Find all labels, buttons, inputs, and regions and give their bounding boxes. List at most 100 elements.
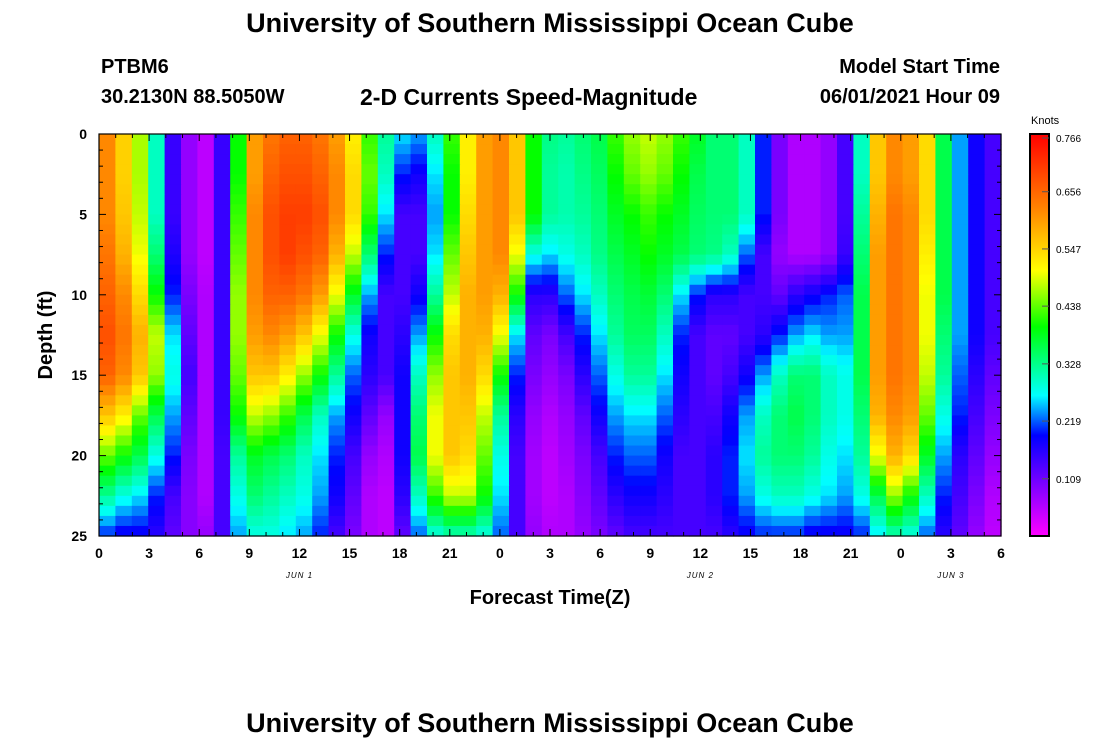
heatmap-cell (804, 335, 822, 346)
heatmap-cell (591, 415, 608, 427)
heatmap-cell (164, 515, 182, 527)
heatmap-cell (115, 505, 133, 517)
heatmap-cell (869, 154, 887, 165)
heatmap-cell (345, 335, 362, 346)
heatmap-cell (328, 134, 346, 145)
heatmap-cell (919, 365, 936, 376)
heatmap-cell (869, 164, 887, 175)
heatmap-cell (394, 274, 412, 286)
heatmap-cell (804, 525, 822, 537)
heatmap-cell (738, 495, 756, 507)
heatmap-cell (279, 495, 297, 507)
heatmap-cell (968, 405, 986, 416)
heatmap-cell (328, 495, 346, 507)
heatmap-cell (968, 214, 986, 226)
heatmap-cell (459, 224, 477, 236)
heatmap-cell (673, 194, 690, 205)
heatmap-cell (181, 395, 198, 406)
heatmap-cell (574, 375, 592, 386)
heatmap-cell (213, 355, 231, 366)
heatmap-cell (131, 455, 149, 467)
heatmap-cell (295, 214, 313, 226)
heatmap-cell (377, 164, 395, 175)
heatmap-cell (902, 525, 920, 537)
heatmap-cell (115, 244, 133, 256)
heatmap-cell (410, 324, 428, 336)
heatmap-cell (99, 345, 116, 356)
heatmap-cell (968, 485, 986, 497)
heatmap-cell (919, 475, 936, 487)
heatmap-cell (771, 204, 789, 215)
heatmap-cell (476, 214, 494, 226)
heatmap-cell (607, 385, 625, 396)
heatmap-cell (246, 324, 264, 336)
heatmap-cell (377, 174, 395, 185)
heatmap-cell (279, 144, 297, 155)
x-tick-label: 12 (693, 545, 709, 561)
heatmap-cell (771, 395, 789, 406)
heatmap-cell (99, 455, 116, 467)
heatmap-cell (787, 375, 805, 386)
heatmap-cell (673, 304, 690, 316)
heatmap-cell (984, 425, 1002, 437)
heatmap-cell (394, 204, 412, 215)
heatmap-cell (181, 304, 198, 316)
heatmap-cell (230, 204, 248, 215)
heatmap-cell (623, 204, 641, 215)
heatmap-cell (181, 144, 198, 155)
heatmap-cell (410, 224, 428, 236)
heatmap-cell (197, 304, 215, 316)
heatmap-cell (640, 294, 658, 306)
heatmap-cell (295, 304, 313, 316)
heatmap-cell (361, 274, 379, 286)
heatmap-cell (705, 214, 723, 226)
heatmap-cell (591, 345, 608, 356)
heatmap-cell (525, 525, 543, 537)
page-title: University of Southern Mississippi Ocean… (246, 8, 854, 38)
heatmap-cell (263, 194, 280, 205)
heatmap-cell (820, 304, 838, 316)
heatmap-cell (935, 144, 953, 155)
heatmap-cell (295, 264, 313, 276)
heatmap-cell (607, 465, 625, 477)
heatmap-cell (853, 224, 871, 236)
heatmap-cell (968, 495, 986, 507)
heatmap-cell (181, 355, 198, 366)
heatmap-cell (771, 214, 789, 226)
heatmap-cell (246, 234, 264, 246)
heatmap-cell (738, 415, 756, 427)
heatmap-cell (541, 294, 559, 306)
heatmap-cell (181, 515, 198, 527)
heatmap-cell (443, 274, 461, 286)
heatmap-cell (771, 254, 789, 266)
heatmap-cell (656, 405, 674, 416)
heatmap-cell (656, 445, 674, 457)
heatmap-cell (164, 294, 182, 306)
heatmap-cell (722, 284, 740, 296)
heatmap-cell (591, 445, 608, 457)
heatmap-cell (131, 244, 149, 256)
heatmap-cell (853, 174, 871, 185)
heatmap-cell (886, 355, 904, 366)
heatmap-cell (804, 204, 822, 215)
heatmap-cell (295, 254, 313, 266)
date-labels: JUN 1 JUN 2 JUN 3 (285, 571, 964, 580)
heatmap-cell (689, 415, 707, 427)
y-tick-label: 15 (71, 367, 87, 383)
x-tick-label: 21 (843, 545, 859, 561)
heatmap-cell (295, 355, 313, 366)
heatmap-cell (656, 375, 674, 386)
heatmap-cell (919, 284, 936, 296)
heatmap-cell (312, 164, 330, 175)
heatmap-cell (345, 485, 362, 497)
heatmap-cell (181, 254, 198, 266)
heatmap-cell (951, 134, 969, 145)
heatmap-cell (345, 465, 362, 477)
heatmap-cell (476, 485, 494, 497)
heatmap-cell (820, 174, 838, 185)
heatmap-cell (869, 345, 887, 356)
heatmap-cell (148, 164, 166, 175)
heatmap-cell (361, 435, 379, 447)
heatmap-cell (361, 465, 379, 477)
heatmap-cell (492, 164, 510, 175)
